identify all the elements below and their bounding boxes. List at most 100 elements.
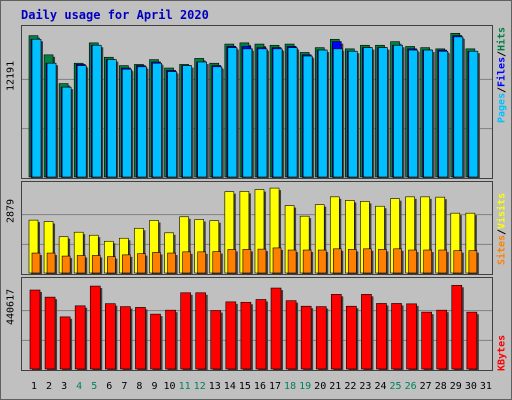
x-tick-label: 4 <box>76 381 83 392</box>
legend-separator: / <box>496 229 508 236</box>
sites-bar <box>287 249 297 274</box>
kbytes-bar <box>225 301 237 370</box>
kbytes-bar <box>315 306 327 370</box>
sites-bar <box>363 248 372 274</box>
sites-bar <box>438 249 448 274</box>
pages-bar <box>272 48 283 178</box>
pages-bar <box>363 47 373 178</box>
sites-bar <box>76 255 86 274</box>
pages-bar <box>182 65 192 178</box>
x-tick-label: 19 <box>299 381 312 392</box>
x-tick-label: 7 <box>121 381 128 392</box>
legend-separator: / <box>496 87 508 94</box>
x-tick-label: 27 <box>419 381 432 392</box>
pages-bar <box>227 47 238 178</box>
kbytes-bar <box>255 299 267 370</box>
pages-bar <box>257 48 268 178</box>
sites-bar <box>453 250 463 274</box>
kbytes-bar <box>406 303 417 370</box>
kbytes-bar <box>436 309 448 370</box>
x-tick-label: 30 <box>464 381 477 392</box>
kbytes-bar <box>300 305 312 370</box>
visits-sites-legend: Sites / Visits <box>495 193 509 273</box>
sites-bar <box>137 253 146 274</box>
sites-bar <box>31 252 41 274</box>
x-tick-label: 20 <box>314 381 327 392</box>
sites-bar <box>242 249 252 274</box>
x-tick-label: 25 <box>389 381 402 392</box>
sites-bar <box>378 249 387 274</box>
kbytes-panel <box>21 277 493 371</box>
sites-bar <box>272 247 282 274</box>
sites-bar <box>167 252 176 274</box>
kbytes-bar <box>285 300 297 370</box>
pages-bar <box>137 66 147 178</box>
kbytes-bar <box>29 289 41 370</box>
visits-sites-panel <box>21 181 493 275</box>
x-tick-label: 13 <box>208 381 221 392</box>
pages-bar <box>167 71 177 178</box>
pages-bar <box>453 36 464 178</box>
pages-bar <box>91 44 102 178</box>
kbytes-legend: KBytes <box>495 335 509 375</box>
kbytes-bar <box>195 292 207 370</box>
legend-files: Files <box>496 57 508 88</box>
hits-files-pages-legend: Pages / Files / Hits <box>495 27 509 139</box>
kbytes-bar <box>210 310 222 370</box>
hits-ymax-label: 12191 <box>5 60 17 91</box>
kbytes-bar <box>376 303 387 370</box>
kbytes-bar <box>361 294 372 370</box>
sites-bar <box>107 256 116 274</box>
legend-visits: Visits <box>496 193 508 230</box>
sites-bar <box>197 251 207 274</box>
sites-bar <box>122 254 131 274</box>
x-tick-label: 17 <box>268 381 282 392</box>
x-tick-label: 5 <box>91 381 98 392</box>
pages-bar <box>31 38 42 178</box>
x-tick-label: 10 <box>163 381 176 392</box>
pages-bar <box>61 86 72 178</box>
sites-bar <box>393 248 402 274</box>
sites-bar <box>348 249 357 274</box>
pages-bar <box>197 61 208 178</box>
x-tick-label: 1 <box>30 381 38 392</box>
legend-kbytes: KBytes <box>496 335 508 372</box>
sites-bar <box>152 252 161 274</box>
x-tick-label: 23 <box>359 381 372 392</box>
kbytes-bar <box>240 301 252 370</box>
kbytes-bar <box>346 305 357 370</box>
pages-bar <box>152 62 162 178</box>
pages-bar <box>287 47 298 178</box>
kbytes-bar <box>105 303 116 370</box>
sites-bar <box>227 249 237 274</box>
kbytes-bar <box>89 285 101 370</box>
x-tick-label: 3 <box>61 381 68 392</box>
kbytes-bar <box>421 311 432 370</box>
pages-bar <box>348 50 358 178</box>
x-tick-label: 21 <box>329 381 342 392</box>
kbytes-bar <box>165 309 176 370</box>
kbytes-plot <box>22 284 492 370</box>
kbytes-bar <box>44 296 56 370</box>
visits-sites-plot <box>22 187 492 274</box>
x-axis-day-labels: 1 2 3 4 5 6 7 8 9 10 11 12 13 14 15 16 17 18 19 20 21 22 23 24 2… <box>21 381 493 395</box>
pages-bar <box>408 49 418 178</box>
pages-bar <box>242 48 253 178</box>
kbytes-bar <box>391 303 402 370</box>
kbytes-bar <box>330 294 342 370</box>
legend-pages: Pages <box>496 93 508 124</box>
sites-bar <box>212 251 222 274</box>
pages-bar <box>438 50 449 178</box>
sites-bar <box>408 249 417 274</box>
kbytes-bar <box>59 316 71 370</box>
kbytes-bar <box>180 292 191 370</box>
pages-bar <box>46 62 57 178</box>
pages-bar <box>468 50 479 178</box>
sites-bar <box>61 255 71 274</box>
kbytes-bar <box>270 287 282 370</box>
legend-separator: / <box>496 51 508 58</box>
kbytes-bar <box>120 306 131 370</box>
kbytes-ymax-label: 440617 <box>5 288 17 325</box>
legend-hits: Hits <box>496 27 508 52</box>
